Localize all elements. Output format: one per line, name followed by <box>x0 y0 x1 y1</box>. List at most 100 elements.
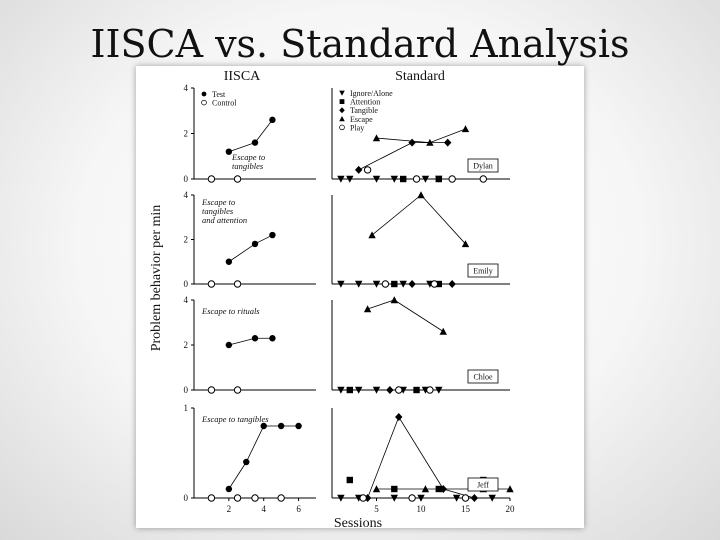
standard-legend-label: Ignore/Alone <box>350 89 393 98</box>
data-point-tangible <box>386 386 394 394</box>
data-point-escape <box>363 305 372 313</box>
data-point-control <box>207 494 216 502</box>
data-point-control <box>207 175 216 183</box>
standard-header: Standard <box>395 69 445 84</box>
data-point-test <box>225 148 233 155</box>
data-point-ignore-alone <box>355 386 363 394</box>
y-tick-label: 4 <box>184 190 189 200</box>
data-point-control <box>233 386 242 394</box>
data-point-play <box>395 386 403 394</box>
data-point-test <box>251 240 259 248</box>
y-tick-label: 2 <box>184 340 189 350</box>
iisca-legend-label: Control <box>212 99 237 108</box>
data-point-test <box>269 335 276 342</box>
y-tick-label: 0 <box>184 279 189 289</box>
standard-legend-label: Escape <box>350 115 373 124</box>
data-point-ignore-alone <box>372 280 381 288</box>
data-point-test <box>269 231 276 239</box>
series-line-tangible <box>367 416 475 499</box>
x-tick-label: 15 <box>461 504 471 514</box>
data-point-tangible <box>444 138 452 147</box>
data-point-tangible <box>355 165 363 174</box>
iisca-header: IISCA <box>224 69 261 84</box>
standard-legend-label: Tangible <box>350 106 378 115</box>
data-point-test <box>277 422 285 430</box>
data-point-test <box>243 458 250 466</box>
data-point-ignore-alone <box>337 280 345 288</box>
x-axis-label: Sessions <box>334 516 382 528</box>
data-point-ignore-alone <box>417 494 425 502</box>
data-point-play <box>359 494 367 502</box>
data-point-attention <box>435 175 442 183</box>
participant-name: Emily <box>473 267 493 276</box>
data-point-play <box>448 175 456 183</box>
data-point-ignore-alone <box>372 386 381 394</box>
standard-legend-label: Play <box>350 123 364 132</box>
data-point-escape <box>372 134 381 142</box>
data-point-test <box>260 422 267 430</box>
data-point-control <box>233 280 242 288</box>
data-point-play <box>408 494 416 502</box>
chart-svg: Problem behavior per min Sessions IISCA … <box>149 69 516 528</box>
data-point-control <box>207 280 216 288</box>
series-line-test <box>228 234 273 263</box>
data-point-test <box>225 485 233 493</box>
x-tick-label: 6 <box>296 504 301 514</box>
data-point-ignore-alone <box>390 494 398 502</box>
data-point-escape <box>506 485 514 493</box>
iisca-panel-row-3: 0 2 4 Escape to rituals <box>184 295 316 395</box>
data-point-ignore-alone <box>346 175 354 183</box>
data-point-attention <box>391 280 398 288</box>
series-line-test <box>228 119 273 153</box>
x-tick-label: 4 <box>261 504 266 514</box>
data-point-escape <box>417 191 425 199</box>
data-point-escape <box>439 327 447 335</box>
y-axis-label: Problem behavior per min <box>149 205 164 352</box>
y-tick-label: 1 <box>184 403 189 413</box>
data-point-play <box>381 280 390 288</box>
data-point-ignore-alone <box>435 386 443 394</box>
data-point-ignore-alone <box>355 280 363 288</box>
iisca-legend-label: Test <box>212 90 226 99</box>
data-point-control <box>251 494 259 502</box>
data-point-escape <box>421 485 430 493</box>
data-point-control <box>233 175 242 183</box>
data-point-ignore-alone <box>337 386 345 394</box>
series-line-tangible <box>358 142 448 171</box>
data-point-tangible <box>395 413 403 421</box>
data-point-test <box>269 116 276 124</box>
panel-annotation: Escape to <box>201 197 235 207</box>
data-point-ignore-alone <box>399 280 407 288</box>
data-point-test <box>251 335 259 342</box>
data-point-tangible <box>408 280 416 288</box>
data-point-play <box>461 494 470 502</box>
data-point-control <box>233 494 242 502</box>
standard-legend-label: Attention <box>350 98 380 107</box>
data-point-play <box>363 166 372 174</box>
data-point-escape <box>372 485 381 493</box>
data-point-escape <box>461 125 470 133</box>
standard-legend-marker <box>339 124 345 131</box>
standard-panel-row-1: Dylan Ignore/AloneAttentionTangibleEscape… <box>331 88 510 183</box>
y-tick-label: 0 <box>184 493 189 503</box>
standard-panel-row-2: Emily <box>331 191 510 288</box>
participant-name-box <box>467 477 499 492</box>
standard-panel-row-3: Chloe <box>331 296 510 394</box>
x-tick-label: 5 <box>374 504 379 514</box>
data-point-escape <box>461 240 470 248</box>
data-point-ignore-alone <box>390 175 398 183</box>
participant-name-box <box>467 263 499 278</box>
y-tick-label: 0 <box>184 385 189 395</box>
standard-panel-row-4: 5 10 15 20 Jeff <box>331 408 515 514</box>
data-point-play <box>479 175 487 183</box>
data-point-ignore-alone <box>452 494 461 502</box>
data-point-tangible <box>408 138 416 147</box>
y-tick-label: 4 <box>184 295 189 305</box>
data-point-play <box>412 175 421 183</box>
panel-annotation: Escape to tangibles <box>201 414 269 424</box>
data-point-ignore-alone <box>337 494 345 502</box>
series-line-test <box>228 337 273 346</box>
data-point-escape <box>368 231 376 239</box>
